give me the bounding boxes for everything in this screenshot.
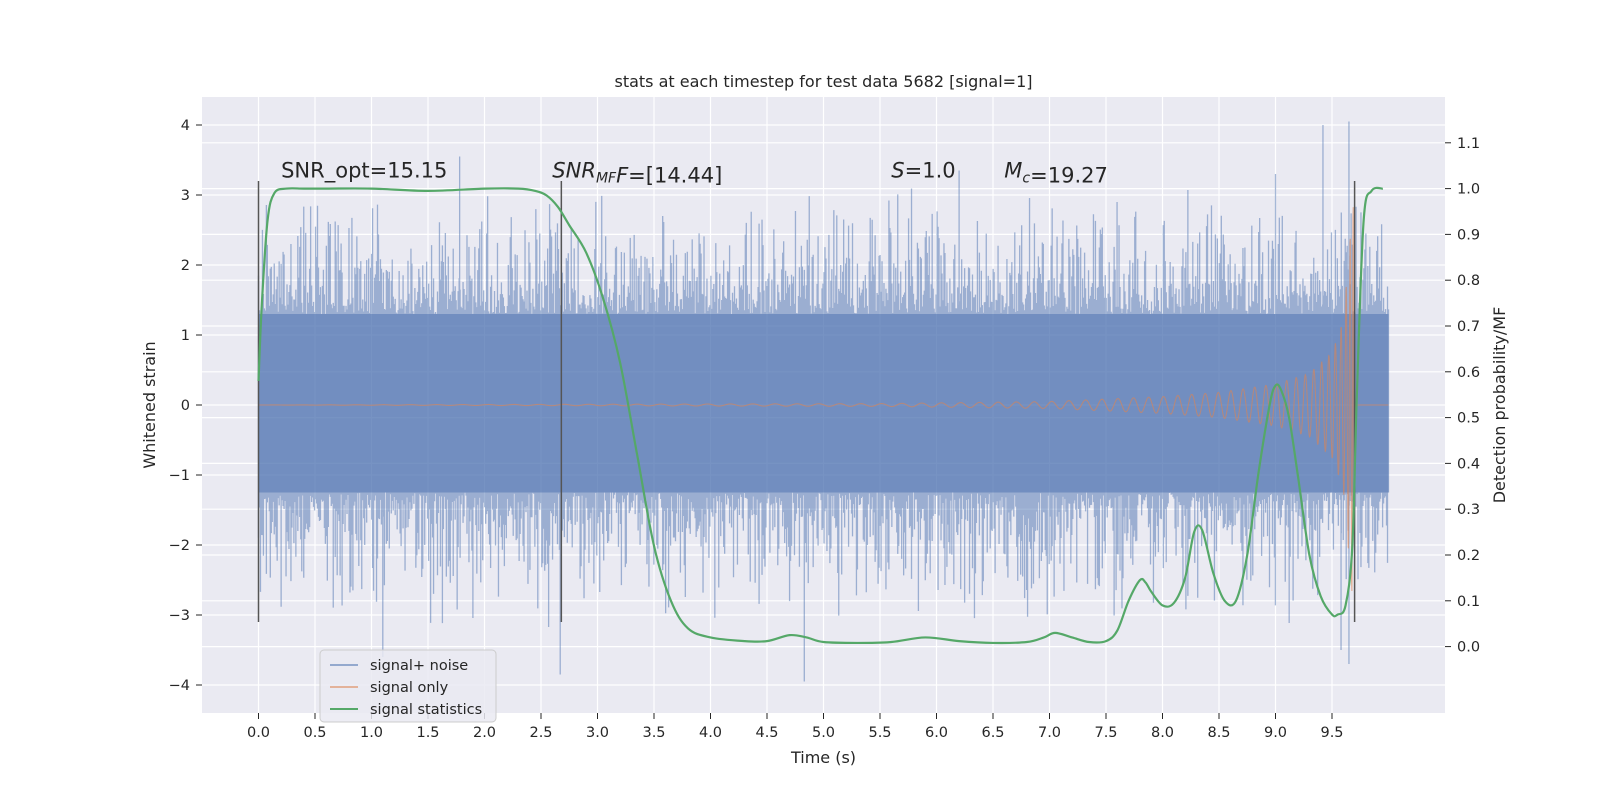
legend-label: signal+ noise bbox=[370, 658, 468, 674]
y-right-tick-label: 0.8 bbox=[1457, 273, 1480, 289]
annotation-part: SNR_opt=15.15 bbox=[281, 159, 447, 184]
legend-box bbox=[319, 649, 497, 723]
annotation-part: =19.27 bbox=[1030, 164, 1108, 188]
y-tick-label: 4 bbox=[181, 118, 190, 134]
x-tick-label: 4.0 bbox=[699, 725, 722, 741]
x-tick-label: 7.0 bbox=[1038, 725, 1061, 741]
annotation-part: S bbox=[891, 159, 904, 183]
y-right-tick-label: 0.6 bbox=[1457, 365, 1480, 381]
signal-only-trace bbox=[258, 207, 1389, 592]
vertical-markers bbox=[257, 181, 1356, 622]
y-tick-label: 2 bbox=[181, 258, 190, 274]
y-tick-label: −2 bbox=[169, 538, 190, 554]
annotation-part: =1.0 bbox=[905, 159, 956, 183]
x-tick-label: 8.0 bbox=[1151, 725, 1174, 741]
x-tick-label: 0.0 bbox=[247, 725, 270, 741]
y-right-tick-label: 0.0 bbox=[1457, 640, 1480, 656]
x-tick-label: 1.0 bbox=[360, 725, 383, 741]
legend-label: signal statistics bbox=[370, 702, 482, 718]
legend: signal+ noise signal only signal statistic… bbox=[319, 649, 497, 723]
x-tick-label: 3.5 bbox=[642, 725, 665, 741]
x-axis-ticks: 0.0 0.5 1.0 1.5 2.0 2.5 3.0 3.5 4.0 4.5 5.0 5.5 6.0 6… bbox=[247, 713, 1344, 741]
annotation-part: c bbox=[1022, 171, 1030, 187]
annotation: S=1.0 bbox=[891, 159, 955, 183]
chart-title: stats at each timestep for test data 568… bbox=[614, 72, 1032, 91]
annotation-part: M bbox=[1004, 159, 1022, 183]
y-right-tick-label: 0.7 bbox=[1457, 319, 1480, 335]
y-right-axis-ticks: 1.1 1.0 0.9 0.8 0.7 0.6 0.5 0.4 0.3 0.2 0.1 0.0 bbox=[1445, 136, 1480, 656]
y-right-tick-label: 0.2 bbox=[1457, 548, 1480, 564]
series-signal-statistics bbox=[257, 186, 1384, 645]
y-right-tick-label: 0.5 bbox=[1457, 411, 1480, 427]
signal-noise-band bbox=[258, 314, 1389, 493]
x-tick-label: 0.5 bbox=[303, 725, 326, 741]
x-tick-label: 5.0 bbox=[812, 725, 835, 741]
x-tick-label: 6.0 bbox=[925, 725, 948, 741]
annotation-part: SNR bbox=[552, 159, 596, 183]
annotation: SNR_opt=15.15 bbox=[281, 159, 447, 184]
annotations: SNR_opt=15.15 SNRMFF=[14.44] S=1.0 Mc=19.27 bbox=[281, 159, 1108, 188]
x-tick-label: 9.5 bbox=[1320, 725, 1343, 741]
series-signal-only bbox=[258, 207, 1389, 592]
x-tick-label: 3.0 bbox=[586, 725, 609, 741]
x-tick-label: 8.5 bbox=[1207, 725, 1230, 741]
y-right-tick-label: 1.0 bbox=[1457, 182, 1480, 198]
x-tick-label: 1.5 bbox=[416, 725, 439, 741]
y-tick-label: 1 bbox=[181, 328, 190, 344]
y-right-tick-label: 0.3 bbox=[1457, 502, 1480, 518]
x-tick-label: 7.5 bbox=[1094, 725, 1117, 741]
annotation-part: MF bbox=[596, 171, 617, 187]
series-signal-noise bbox=[257, 121, 1390, 682]
y-tick-label: 3 bbox=[181, 188, 190, 204]
x-tick-label: 2.0 bbox=[473, 725, 496, 741]
y-tick-label: −1 bbox=[169, 468, 190, 484]
annotation: Mc=19.27 bbox=[1004, 159, 1108, 188]
annotation: SNRMFF=[14.44] bbox=[552, 159, 722, 188]
y-right-tick-label: 1.1 bbox=[1457, 136, 1480, 152]
y-right-tick-label: 0.1 bbox=[1457, 594, 1480, 610]
x-tick-label: 4.5 bbox=[755, 725, 778, 741]
legend-label: signal only bbox=[370, 680, 449, 696]
y-axis-ticks: 4 3 2 1 0 −1 −2 −3 −4 bbox=[169, 118, 202, 694]
y-tick-label: −4 bbox=[169, 678, 190, 694]
signal-statistics-line bbox=[257, 186, 1384, 645]
annotation-part: F bbox=[616, 164, 629, 188]
y-tick-label: 0 bbox=[181, 398, 190, 414]
x-tick-label: 9.0 bbox=[1264, 725, 1287, 741]
y-right-tick-label: 0.9 bbox=[1457, 227, 1480, 243]
x-axis-label: Time (s) bbox=[790, 748, 856, 767]
annotation-part: =[14.44] bbox=[628, 164, 722, 188]
y-tick-label: −3 bbox=[169, 608, 190, 624]
y-right-axis-label: Detection probability/MF bbox=[1490, 307, 1509, 504]
x-tick-label: 2.5 bbox=[529, 725, 552, 741]
x-tick-label: 5.5 bbox=[868, 725, 891, 741]
y-axis-label: Whitened strain bbox=[140, 341, 159, 468]
y-right-tick-label: 0.4 bbox=[1457, 456, 1480, 472]
x-tick-label: 6.5 bbox=[981, 725, 1004, 741]
